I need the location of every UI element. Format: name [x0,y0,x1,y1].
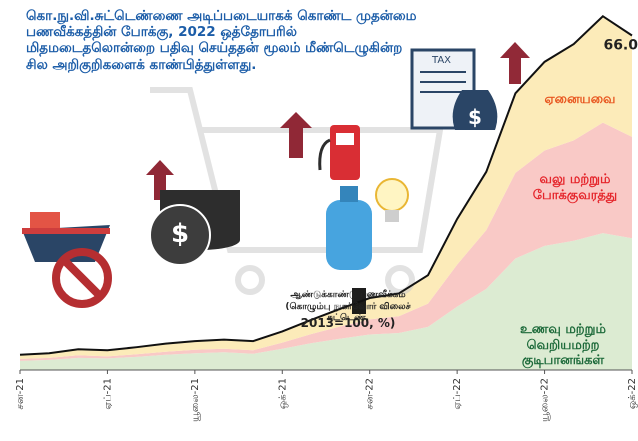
decorations: $ TAX $ [22,42,530,314]
summary-text: கொ.நு.வி.சுட்டெண்ணை அடிப்படையாகக் கொண்ட … [26,8,417,73]
x-tick-label: சன-22 [365,378,376,410]
area [20,233,632,370]
series-label: வலு மற்றும் போக்குவரத்து [532,172,618,203]
total-line [19,14,633,356]
series-label: ஏனையவை [544,92,616,107]
area [20,122,632,361]
area [20,16,632,359]
value-label: 66.0 [603,37,638,53]
x-tick-label: ஏப்-21 [102,378,113,410]
caption-title: ஆண்டுக்காண்டு பணவீக்கம் [290,290,406,300]
caption-base: 2013=100, %) [300,316,396,330]
x-tick-label: யூலை-22 [540,378,551,422]
x-tick-label: ஒக்-21 [277,378,288,409]
caption-subtitle: (கொழும்பு நுகர்வோர் விலைச் சுட்டெண், [285,302,411,323]
x-tick-label: யூலை-21 [190,378,201,422]
series-label: உணவு மற்றும் வெறியமற்ற குடிபானங்கள் [520,322,606,369]
icon-glyph: TAX [431,55,451,66]
x-tick-label: சன-21 [15,378,26,410]
icon-glyph: $ [468,105,482,129]
x-tick-label: ஒக்-22 [627,378,638,409]
x-tick-label: ஏப்-22 [452,378,463,410]
icon-glyph: $ [171,219,189,249]
